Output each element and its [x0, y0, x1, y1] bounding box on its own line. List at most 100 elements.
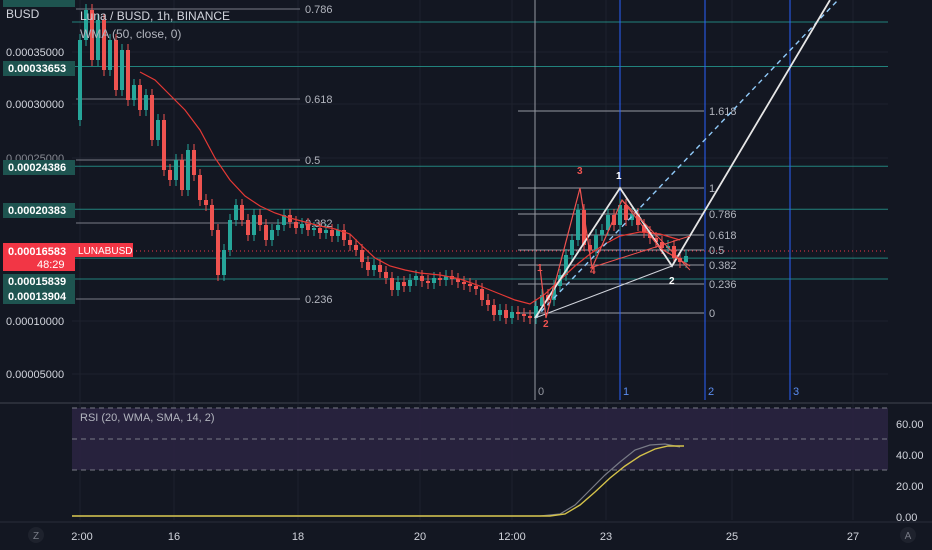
- time-zone-labels: 0 1 2 3: [538, 386, 799, 398]
- auto-scale-button[interactable]: [900, 527, 916, 543]
- abcd-channel-1: [589, 235, 691, 269]
- price-axis[interactable]: [888, 0, 932, 400]
- level-label-4: 0.00015839: [8, 276, 66, 288]
- candle-body: [234, 205, 238, 220]
- level-label-box-1: [3, 61, 75, 76]
- currency-label: BUSD: [6, 7, 40, 21]
- candle-body: [282, 215, 286, 225]
- rsi-band-lines: [72, 407, 888, 471]
- candle-body: [96, 20, 100, 60]
- candle-body: [126, 50, 130, 100]
- dashed-trendline: [534, 0, 839, 319]
- teal-level-lines: [72, 21, 888, 280]
- candle-body: [150, 95, 154, 140]
- horizontal-grid: [72, 51, 888, 375]
- level-labels: 0.00033653 0.00024386 0.00020383 0.00015…: [3, 0, 75, 304]
- candle-body: [672, 246, 676, 258]
- rsi-line: [72, 445, 684, 517]
- candle-body: [612, 215, 616, 225]
- level-label-3: 0.00020383: [8, 205, 66, 217]
- candle-body: [84, 10, 88, 40]
- left-price-axis: 0.00035000 0.00030000 0.00025000 0.00010…: [6, 47, 64, 381]
- fib-right-0: 0: [709, 308, 715, 320]
- symbol-title[interactable]: Luna / BUSD, 1h, BINANCE: [80, 9, 230, 23]
- rsi-legend[interactable]: RSI (20, WMA, SMA, 14, 2): [80, 412, 214, 424]
- candlesticks: [78, 4, 688, 324]
- point-label-1-white: 1: [616, 171, 622, 182]
- candle-body: [504, 310, 508, 318]
- auto-scale-icon: A: [905, 531, 912, 542]
- pattern-point-labels: 1 2 1 2 3 4: [537, 166, 675, 330]
- candle-body: [258, 215, 262, 225]
- time-label-0: 2:00: [71, 531, 92, 543]
- candle-body: [684, 256, 688, 262]
- wma-legend[interactable]: WMA (50, close, 0): [80, 27, 181, 41]
- candle-body: [348, 240, 352, 245]
- time-axis-labels: 2:00 16 18 20 12:00 23 25 27: [71, 531, 859, 543]
- level-label-2: 0.00024386: [8, 162, 66, 174]
- candle-body: [174, 160, 178, 180]
- timezone-icon: Z: [33, 531, 39, 542]
- rsi-tick-40: 40.00: [896, 450, 924, 462]
- candle-body: [414, 276, 418, 280]
- candle-body: [342, 230, 346, 240]
- candle-body: [534, 306, 538, 318]
- price-tick-05000: 0.00005000: [6, 369, 64, 381]
- candle-body: [210, 205, 214, 230]
- time-axis[interactable]: [0, 522, 932, 550]
- abcd-pattern-red: [539, 187, 691, 319]
- candle-body: [192, 150, 196, 175]
- candle-body: [486, 300, 490, 305]
- candle-body: [492, 305, 496, 315]
- last-price-box: [3, 243, 75, 271]
- candle-body: [594, 235, 598, 250]
- candle-body: [276, 225, 280, 230]
- candle-body: [438, 278, 442, 280]
- candle-body: [330, 230, 334, 236]
- candle-body: [294, 222, 298, 228]
- candle-body: [432, 278, 436, 283]
- candle-body: [408, 280, 412, 286]
- candle-body: [528, 316, 532, 318]
- candle-body: [312, 228, 316, 230]
- fib-right-0236: 0.236: [709, 279, 737, 291]
- candle-body: [390, 278, 394, 290]
- fib-right-1: 1: [709, 183, 715, 195]
- time-label-7: 27: [847, 531, 859, 543]
- timezone-button[interactable]: [28, 527, 44, 543]
- candle-body: [372, 265, 376, 270]
- candle-body: [270, 230, 274, 240]
- candle-body: [630, 214, 634, 220]
- fib-right-0618: 0.618: [709, 230, 737, 242]
- time-zone-3: 3: [793, 386, 799, 398]
- price-tick-35000: 0.00035000: [6, 47, 64, 59]
- candle-body: [462, 282, 466, 284]
- rsi-axis: 60.00 40.00 20.00 0.00: [896, 419, 924, 524]
- candle-body: [588, 245, 592, 250]
- rsi-tick-0: 0.00: [896, 512, 917, 524]
- time-label-5: 23: [600, 531, 612, 543]
- candle-body: [564, 255, 568, 275]
- candle-body: [198, 175, 202, 200]
- level-label-box-3: [3, 203, 75, 218]
- level-label-1: 0.00033653: [8, 63, 66, 75]
- rsi-tick-60: 60.00: [896, 419, 924, 431]
- candle-body: [114, 40, 118, 90]
- candle-body: [378, 265, 382, 272]
- time-label-3: 20: [414, 531, 426, 543]
- fib-right-0786: 0.786: [709, 209, 737, 221]
- candle-body: [156, 120, 160, 140]
- point-label-3-red: 3: [577, 166, 583, 177]
- candle-body: [186, 150, 190, 190]
- candle-body: [444, 276, 448, 280]
- candle-body: [654, 238, 658, 242]
- candle-body: [540, 295, 544, 306]
- fib-left-0786: 0.786: [305, 4, 333, 16]
- right-fib-labels: 1.618 1 0.786 0.618 0.5 0.382 0.236 0: [709, 106, 737, 320]
- candle-body: [162, 120, 166, 170]
- time-label-1: 16: [168, 531, 180, 543]
- candle-body: [222, 250, 226, 275]
- candle-body: [120, 50, 124, 90]
- wma-line: [139, 71, 681, 305]
